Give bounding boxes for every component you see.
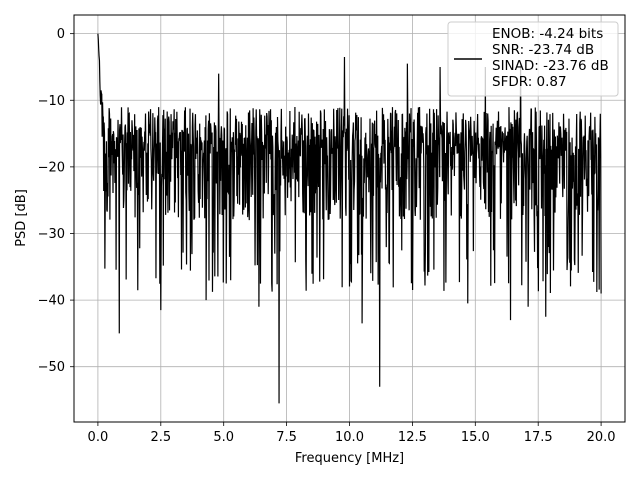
y-tick-label: 0 — [57, 27, 65, 42]
legend-entry-snr: SNR: -23.74 dB — [492, 42, 594, 58]
y-tick-label: −40 — [38, 294, 65, 309]
legend-entry-sfdr: SFDR: 0.87 — [492, 74, 567, 90]
y-axis-label: PSD [dB] — [14, 189, 29, 247]
legend: ENOB: -4.24 bits SNR: -23.74 dB SINAD: -… — [447, 21, 619, 97]
legend-entry-sinad: SINAD: -23.76 dB — [492, 58, 609, 74]
data-layer — [97, 33, 602, 404]
x-tick-label: 2.5 — [150, 430, 171, 445]
x-tick-label: 7.5 — [276, 430, 297, 445]
x-tick-label: 10.0 — [335, 430, 364, 445]
y-tick-label: −50 — [38, 360, 65, 375]
x-axis-ticks: 0.0 2.5 5.0 7.5 10.0 12.5 15.0 17.5 20.0 — [88, 422, 616, 445]
x-axis-label: Frequency [MHz] — [295, 451, 404, 466]
x-tick-label: 5.0 — [213, 430, 234, 445]
y-tick-label: −30 — [38, 227, 65, 242]
legend-box — [447, 21, 619, 97]
x-tick-label: 0.0 — [88, 430, 109, 445]
legend-entry-enob: ENOB: -4.24 bits — [492, 26, 603, 42]
y-axis-ticks: 0 −10 −20 −30 −40 −50 — [38, 27, 74, 375]
y-tick-label: −10 — [38, 94, 65, 109]
x-tick-label: 12.5 — [398, 430, 427, 445]
x-tick-label: 15.0 — [461, 430, 490, 445]
x-tick-label: 17.5 — [524, 430, 553, 445]
y-tick-label: −20 — [38, 160, 65, 175]
psd-series-line — [97, 33, 602, 404]
x-tick-label: 20.0 — [587, 430, 616, 445]
